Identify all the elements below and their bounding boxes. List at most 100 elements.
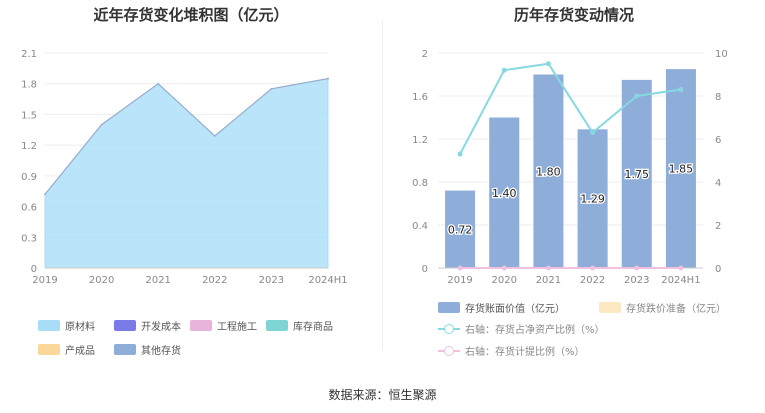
right-y2-tick-label: 2 [715, 221, 721, 232]
right-y-tick-label: 1.6 [412, 92, 428, 103]
inventory-change-chart: 0 0.4 0.8 1.2 1.6 2 0 2 4 6 8 10 0.72 1.40 1.80 1.29 1.7… [412, 49, 728, 286]
area-point [270, 88, 273, 90]
left-legend-item[interactable]: 原材料 [38, 318, 95, 333]
left-legend-item[interactable]: 其他存货 [114, 342, 181, 357]
line-point [590, 130, 596, 136]
line-point [678, 87, 684, 93]
left-y-tick-label: 0.6 [21, 203, 37, 214]
legend-label: 存货跌价准备（亿元） [626, 304, 726, 315]
left-legend-item[interactable]: 库存商品 [266, 318, 333, 333]
right-y2-tick-label: 8 [715, 92, 721, 103]
left-x-tick-label: 2021 [145, 275, 170, 286]
left-y-tick-label: 2.1 [21, 49, 37, 60]
legend-swatch [266, 320, 288, 331]
line-point [501, 265, 507, 271]
left-x-tick-label: 2020 [89, 275, 114, 286]
legend-label: 工程施工 [217, 322, 257, 333]
area-point [214, 135, 216, 137]
right-y2-tick-label: 0 [715, 264, 721, 275]
bar-value-label: 1.29 [580, 193, 605, 206]
area-point [327, 77, 329, 80]
legend-swatch [190, 320, 212, 331]
legend-swatch [114, 344, 136, 355]
line-point [545, 61, 551, 67]
left-y-tick-label: 0 [31, 264, 37, 275]
right-legend-item[interactable]: 右轴：存货计提比例（%） [438, 343, 585, 358]
left-y-tick-label: 1.2 [21, 141, 37, 152]
line-series-0 [459, 62, 682, 155]
bar-value-label: 1.80 [536, 165, 561, 178]
legend-swatch [438, 302, 460, 313]
line-point [634, 93, 640, 99]
inventory-change-chart-panel: 历年存货变动情况 0 0.4 0.8 1.2 1.6 2 0 2 4 6 8 10 0.72 1.40 1.… [383, 0, 765, 380]
area-point [44, 193, 46, 196]
data-source: 数据来源：恒生聚源 [328, 388, 437, 402]
left-y-tick-label: 1.8 [21, 80, 37, 91]
legend-label: 右轴：存货计提比例（%） [465, 347, 585, 358]
area-point [157, 82, 159, 85]
right-y-tick-label: 1.2 [412, 135, 428, 146]
line-point [545, 265, 551, 271]
right-legend-item[interactable]: 右轴：存货占净资产比例（%） [438, 321, 605, 336]
line-point [501, 67, 507, 73]
bar-value-label: 1.85 [669, 163, 694, 176]
bar-value-label: 0.72 [448, 223, 473, 236]
legend-swatch [599, 302, 621, 313]
area-series-0 [44, 77, 329, 269]
inventory-value-bar [489, 117, 520, 268]
right-chart-title: 历年存货变动情况 [513, 6, 634, 24]
right-y-tick-label: 2 [422, 49, 428, 60]
area-point [100, 123, 103, 126]
right-y2-tick-label: 4 [715, 178, 721, 189]
legend-label: 库存商品 [293, 322, 333, 333]
left-y-tick-label: 1.5 [21, 110, 37, 121]
right-y2-tick-label: 10 [715, 49, 728, 60]
left-x-tick-label: 2023 [259, 275, 284, 286]
legend-label: 原材料 [65, 322, 95, 333]
right-x-tick-label: 2021 [536, 275, 561, 286]
right-legend-item[interactable]: 存货账面价值（亿元） [438, 300, 565, 315]
legend-swatch [114, 320, 136, 331]
legend-label: 存货账面价值（亿元） [465, 304, 565, 315]
left-y-tick-label: 0.3 [21, 233, 37, 244]
bar-value-label: 1.40 [492, 187, 517, 200]
legend-swatch [38, 344, 60, 355]
left-legend-item[interactable]: 产成品 [38, 342, 95, 357]
inventory-value-bar [577, 129, 608, 268]
line-point [678, 265, 684, 271]
left-legend-item[interactable]: 开发成本 [114, 318, 181, 333]
left-legend-item[interactable]: 工程施工 [190, 318, 257, 333]
inventory-value-bar [533, 74, 564, 268]
right-y-tick-label: 0.4 [412, 221, 428, 232]
left-x-tick-label: 2019 [32, 275, 57, 286]
inventory-value-bar [665, 69, 696, 268]
right-y-tick-label: 0.8 [412, 178, 428, 189]
right-x-tick-label: 2020 [492, 275, 517, 286]
bar-value-label: 1.75 [625, 168, 650, 181]
right-chart-legend: 存货账面价值（亿元） 存货跌价准备（亿元） 右轴：存货占净资产比例（%） 右轴：存货计… [383, 300, 765, 364]
line-point [590, 265, 596, 271]
legend-swatch [38, 320, 60, 331]
right-y2-tick-label: 6 [715, 135, 721, 146]
inventory-value-bar [445, 190, 476, 268]
right-x-tick-label: 2024H1 [661, 275, 700, 286]
line-point [457, 265, 463, 271]
line-point [457, 151, 463, 157]
inventory-area-chart: 0 0.3 0.6 0.9 1.2 1.5 1.8 2.1 2019 2020 2021 2022 20… [21, 49, 348, 286]
legend-label: 其他存货 [141, 346, 181, 357]
left-chart-title: 近年存货变化堆积图（亿元） [93, 6, 289, 24]
left-x-tick-label: 2022 [202, 275, 227, 286]
legend-swatch [438, 345, 460, 356]
left-x-tick-label: 2024H1 [308, 275, 347, 286]
right-y-tick-label: 0 [422, 264, 428, 275]
left-y-tick-label: 0.9 [21, 172, 37, 183]
legend-label: 右轴：存货占净资产比例（%） [465, 325, 605, 336]
panel-divider [382, 20, 383, 350]
legend-label: 产成品 [65, 346, 95, 357]
inventory-area-chart-panel: 近年存货变化堆积图（亿元） 0 0.3 0.6 0.9 1.2 1.5 1.8 2.1 2019… [0, 0, 382, 380]
line-point [634, 265, 640, 271]
inventory-value-bar [621, 79, 652, 268]
right-x-tick-label: 2022 [580, 275, 605, 286]
right-x-tick-label: 2019 [447, 275, 472, 286]
right-legend-item[interactable]: 存货跌价准备（亿元） [599, 300, 726, 315]
